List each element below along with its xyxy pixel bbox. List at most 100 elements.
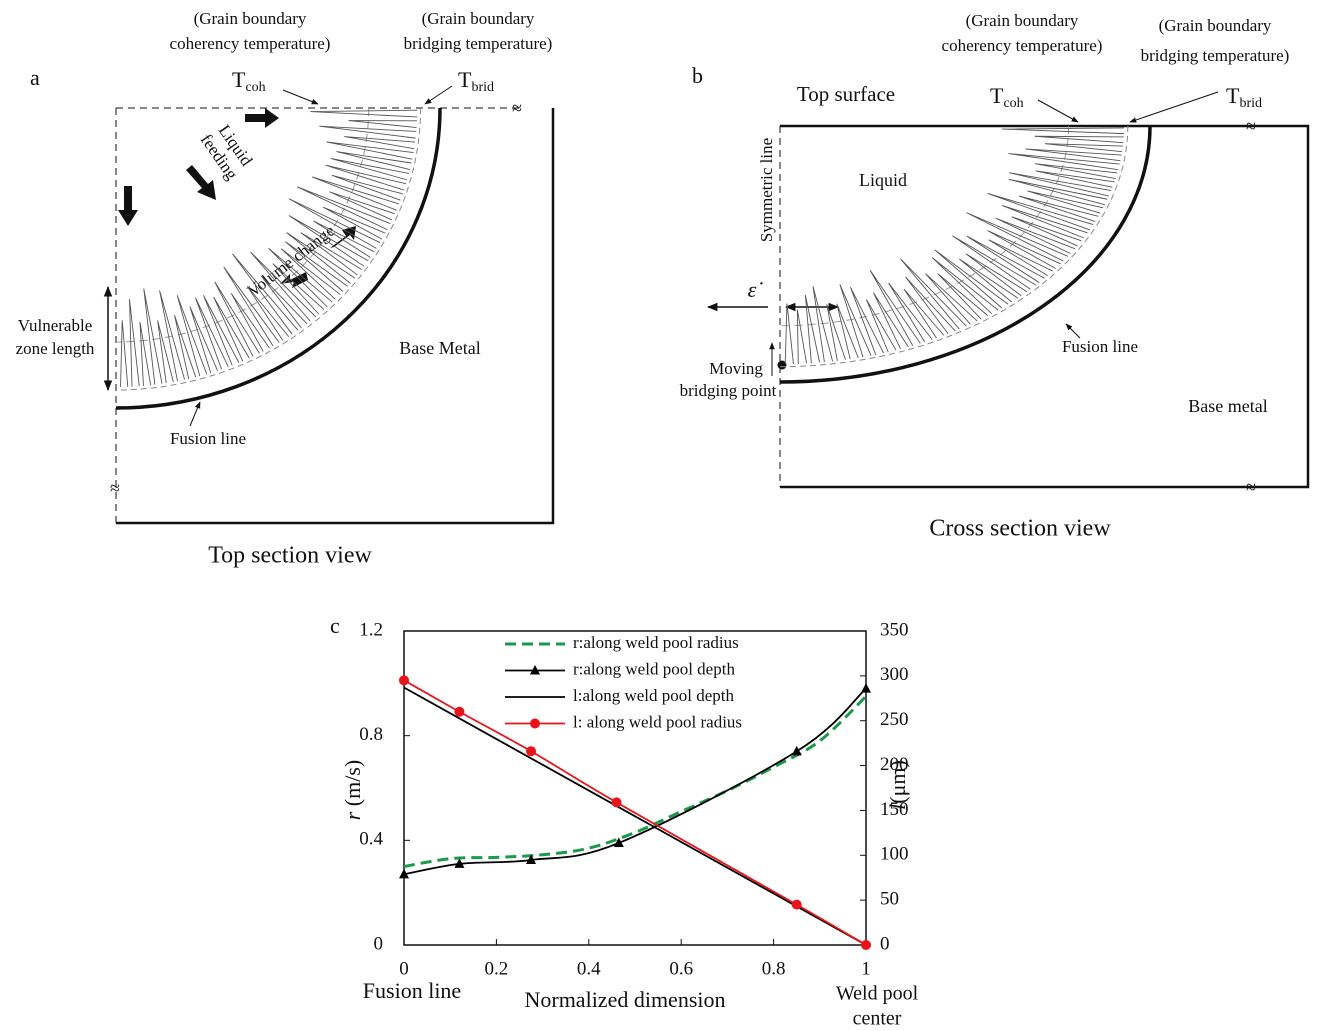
arrow bbox=[1129, 91, 1219, 123]
marker bbox=[526, 854, 537, 864]
base-metal: Base metal bbox=[1188, 396, 1267, 416]
moving-point: bridging point bbox=[680, 381, 777, 400]
marker bbox=[613, 837, 624, 847]
coherency-isotherm bbox=[115, 107, 370, 343]
grains bbox=[120, 109, 418, 387]
marker bbox=[454, 706, 465, 717]
block-arrow bbox=[118, 186, 138, 226]
block-arrow bbox=[245, 108, 279, 128]
arrow bbox=[282, 89, 319, 105]
plot-frame bbox=[403, 630, 867, 946]
t-main: T bbox=[1226, 83, 1240, 108]
series-line bbox=[403, 695, 868, 868]
bridging-point bbox=[777, 360, 787, 370]
t-main: T bbox=[990, 83, 1004, 108]
panel-c: c r (m/s) l(μm) Normalized dimension Fus… bbox=[330, 613, 919, 1030]
panel-label: b bbox=[692, 63, 703, 88]
fusion-line bbox=[779, 125, 1152, 384]
t-brid: Tbrid bbox=[458, 67, 494, 95]
note: (Grain boundary bbox=[966, 11, 1079, 30]
bridging-isotherm bbox=[779, 125, 1129, 368]
y-var: r bbox=[340, 811, 365, 820]
y2-tick-label: 50 bbox=[880, 889, 899, 910]
note: coherency temperature) bbox=[942, 36, 1103, 55]
panel-a: a (Grain boundary coherency temperature)… bbox=[16, 9, 555, 569]
y2-tick-label: 200 bbox=[880, 754, 909, 775]
t-main: T bbox=[458, 67, 472, 92]
border bbox=[780, 124, 1310, 489]
liquid: Liquid bbox=[859, 170, 907, 190]
t-sub: coh bbox=[1003, 96, 1023, 111]
fusion-line-label: Fusion line bbox=[170, 429, 246, 448]
y-tick-label: 1.2 bbox=[359, 619, 383, 640]
dashed-border bbox=[115, 107, 520, 523]
panel-label: a bbox=[30, 65, 40, 90]
marker bbox=[526, 746, 537, 757]
bridging-isotherm bbox=[115, 107, 422, 391]
border bbox=[116, 108, 555, 525]
block-arrow bbox=[186, 165, 216, 200]
t-coh: Tcoh bbox=[990, 83, 1024, 111]
x-tick-label: 0.4 bbox=[577, 958, 601, 979]
panel-b: b (Grain boundary coherency temperature)… bbox=[680, 11, 1310, 542]
marker bbox=[791, 745, 802, 756]
y2-tick-label: 350 bbox=[880, 619, 909, 640]
y-axis-label: r (m/s) bbox=[340, 760, 365, 821]
y2-axis-label: l(μm) bbox=[885, 760, 910, 810]
marker bbox=[861, 683, 871, 693]
annotation: center bbox=[853, 1008, 902, 1030]
arrow bbox=[424, 85, 453, 105]
y2-tick-label: 0 bbox=[880, 933, 890, 954]
y2-var: l bbox=[885, 804, 910, 810]
marker bbox=[611, 797, 622, 808]
y2-tick-label: 100 bbox=[880, 844, 909, 865]
t-coh: Tcoh bbox=[232, 67, 266, 95]
fusion-line-label: Fusion line bbox=[1062, 337, 1138, 356]
x-tick-label: 0.8 bbox=[762, 958, 786, 979]
y-tick-label: 0.8 bbox=[359, 724, 383, 745]
y2-tick-label: 250 bbox=[880, 709, 909, 730]
x-tick-label: 0.6 bbox=[669, 958, 693, 979]
legend-label: l:along weld pool depth bbox=[573, 686, 735, 705]
label: zone length bbox=[16, 339, 95, 358]
moving-point: Moving bbox=[709, 359, 763, 378]
top-surface: Top surface bbox=[797, 82, 895, 106]
fusion-line bbox=[115, 107, 442, 410]
y2-tick-label: 150 bbox=[880, 799, 909, 820]
note: (Grain boundary bbox=[194, 9, 307, 28]
t-sub: brid bbox=[1239, 96, 1262, 111]
y-unit: (m/s) bbox=[340, 760, 365, 806]
block-arrow bbox=[330, 226, 356, 248]
marker bbox=[399, 868, 409, 879]
x-tick-label: 1 bbox=[861, 958, 871, 979]
label: Vulnerable bbox=[18, 316, 93, 335]
t-sub: brid bbox=[471, 80, 494, 95]
legend-label: l: along weld pool radius bbox=[573, 712, 742, 731]
note: coherency temperature) bbox=[170, 34, 331, 53]
marker bbox=[861, 940, 871, 950]
symmetric-line: Symmetric line bbox=[757, 138, 776, 242]
note: bridging temperature) bbox=[404, 34, 553, 53]
y2-tick-label: 300 bbox=[880, 664, 909, 685]
y-tick-label: 0.4 bbox=[359, 829, 383, 850]
arrow bbox=[189, 401, 201, 427]
legend-label: r:along weld pool depth bbox=[573, 659, 735, 678]
x-tick-label: 0.2 bbox=[485, 958, 509, 979]
arrow bbox=[1037, 99, 1079, 123]
x-axis-label: Normalized dimension bbox=[524, 987, 725, 1012]
x-tick-label: 0 bbox=[399, 958, 409, 979]
t-sub: coh bbox=[245, 80, 265, 95]
t-brid: Tbrid bbox=[1226, 83, 1262, 111]
note: (Grain boundary bbox=[1159, 16, 1272, 35]
y-tick-label: 0 bbox=[374, 933, 384, 954]
caption: Top section view bbox=[208, 543, 372, 569]
marker bbox=[530, 665, 540, 675]
panel-label: c bbox=[330, 613, 340, 638]
annotation: Weld pool bbox=[836, 983, 919, 1005]
grains bbox=[784, 127, 1125, 365]
note: (Grain boundary bbox=[422, 9, 535, 28]
series-line bbox=[403, 686, 867, 946]
marker bbox=[399, 675, 409, 686]
y2-unit: (μm) bbox=[885, 760, 910, 804]
